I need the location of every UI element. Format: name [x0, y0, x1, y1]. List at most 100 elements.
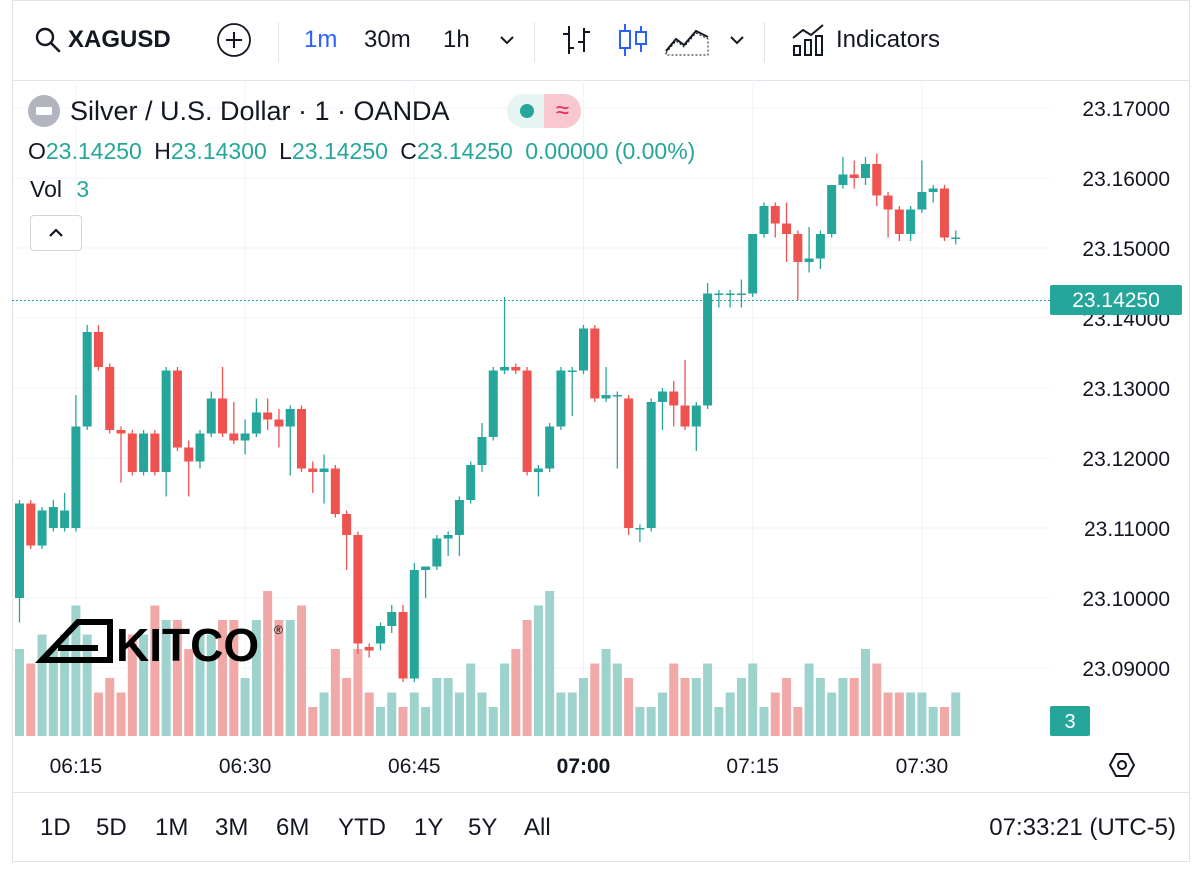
- clock-label: 07:33:21 (UTC-5): [989, 814, 1176, 841]
- candle-body: [432, 538, 442, 567]
- volume-bar: [71, 605, 81, 736]
- candle-body: [894, 209, 904, 234]
- candle-body: [872, 164, 882, 196]
- volume-bar: [26, 663, 36, 736]
- volume-bar: [93, 692, 103, 736]
- volume-bar: [680, 678, 690, 736]
- range-all-label: All: [524, 814, 551, 841]
- price-scale: 23.1700023.1600023.1500023.1400023.13000…: [1082, 98, 1170, 681]
- volume-bar: [251, 620, 261, 736]
- compare-button[interactable]: [216, 0, 252, 80]
- volume-bar: [793, 707, 803, 736]
- range-1m[interactable]: 1M: [155, 793, 188, 863]
- range-1m-label: 1M: [155, 814, 189, 841]
- volume-bar: [285, 620, 295, 736]
- candle-body: [939, 188, 949, 238]
- interval-1m[interactable]: 1m: [304, 0, 337, 80]
- volume-bar: [330, 649, 340, 736]
- interval-dropdown[interactable]: [496, 0, 518, 80]
- candle-body: [263, 412, 273, 420]
- time-tick-label: 06:30: [219, 755, 272, 778]
- candle-body: [93, 332, 103, 367]
- volume-bar: [917, 692, 927, 736]
- indicators-icon: [792, 24, 824, 56]
- candle-body: [409, 570, 419, 679]
- range-5y[interactable]: 5Y: [468, 793, 497, 863]
- area-style-button[interactable]: [664, 0, 710, 80]
- candle-body: [612, 395, 622, 397]
- range-all[interactable]: All: [524, 793, 551, 863]
- market-status-pill[interactable]: ≈: [507, 94, 581, 128]
- candle-body: [635, 528, 645, 530]
- candle-body: [297, 409, 306, 469]
- range-1d[interactable]: 1D: [40, 793, 71, 863]
- timezone-clock[interactable]: 07:33:21 (UTC-5): [989, 793, 1176, 863]
- search-icon: [35, 27, 61, 53]
- range-6m[interactable]: 6M: [276, 793, 309, 863]
- range-3m[interactable]: 3M: [215, 793, 248, 863]
- candle-body: [533, 468, 543, 472]
- symbol-logo: [28, 95, 60, 127]
- candle-body: [883, 195, 893, 210]
- candle-body: [240, 433, 250, 441]
- candle-body: [218, 398, 228, 434]
- indicators-button[interactable]: Indicators: [790, 0, 940, 80]
- candles-style-button[interactable]: [616, 0, 650, 80]
- volume-bar: [770, 692, 780, 736]
- volume-bar: [928, 707, 938, 736]
- candle-body: [26, 503, 36, 546]
- low-value: 23.14250: [291, 138, 388, 164]
- registered-mark: ®: [274, 623, 283, 637]
- price-tick-label: 23.11000: [1084, 518, 1170, 541]
- candle-body: [646, 402, 656, 528]
- settings-hexagon-icon: [1108, 753, 1136, 777]
- chart-style-dropdown[interactable]: [726, 0, 748, 80]
- range-5d[interactable]: 5D: [96, 793, 127, 863]
- candle-body: [782, 223, 792, 234]
- volume-bar: [184, 649, 194, 736]
- volume-bar: [894, 692, 904, 736]
- candle-body: [421, 566, 431, 570]
- candle-body: [928, 188, 938, 192]
- volume-bar: [624, 678, 634, 736]
- volume-bar: [319, 692, 329, 736]
- range-ytd[interactable]: YTD: [338, 793, 386, 863]
- volume-bar: [759, 707, 769, 736]
- volume-bar: [195, 634, 205, 736]
- ohlc-values: O23.14250 H23.14300 L23.14250 C23.14250 …: [28, 138, 695, 165]
- range-ytd-label: YTD: [338, 814, 386, 841]
- volume-bar: [15, 649, 24, 736]
- interval-30m-label: 30m: [364, 26, 411, 53]
- range-1y[interactable]: 1Y: [414, 793, 443, 863]
- candle-body: [319, 468, 329, 472]
- candle-body: [184, 447, 194, 462]
- volume-bar: [579, 678, 588, 736]
- volume-bar: [263, 591, 273, 736]
- time-tick-label: 07:30: [896, 755, 949, 778]
- candle-body: [703, 293, 713, 406]
- indicators-label: Indicators: [836, 26, 941, 53]
- volume-bars: [15, 591, 961, 736]
- candle-body: [161, 370, 171, 472]
- last-price-label: 23.14250: [1050, 285, 1182, 315]
- candle-body: [579, 328, 588, 371]
- volume-label: Vol: [30, 176, 62, 202]
- collapse-legend-button[interactable]: [30, 215, 82, 251]
- volume-bar: [48, 649, 58, 736]
- candle-body: [748, 234, 758, 294]
- bars-style-button[interactable]: [560, 0, 594, 80]
- symbol-search[interactable]: XAGUSD: [34, 0, 171, 80]
- settings-button[interactable]: [1108, 753, 1136, 777]
- candle-body: [37, 510, 47, 546]
- interval-30m[interactable]: 30m: [364, 0, 411, 80]
- candle-body: [60, 510, 70, 528]
- volume-bar: [511, 649, 521, 736]
- candle-body: [274, 419, 284, 427]
- area-chart-icon: [665, 29, 709, 56]
- volume-bar: [421, 707, 431, 736]
- volume-bar: [229, 620, 239, 736]
- interval-1h[interactable]: 1h: [443, 0, 470, 80]
- candle-body: [375, 626, 385, 644]
- volume-bar: [240, 678, 250, 736]
